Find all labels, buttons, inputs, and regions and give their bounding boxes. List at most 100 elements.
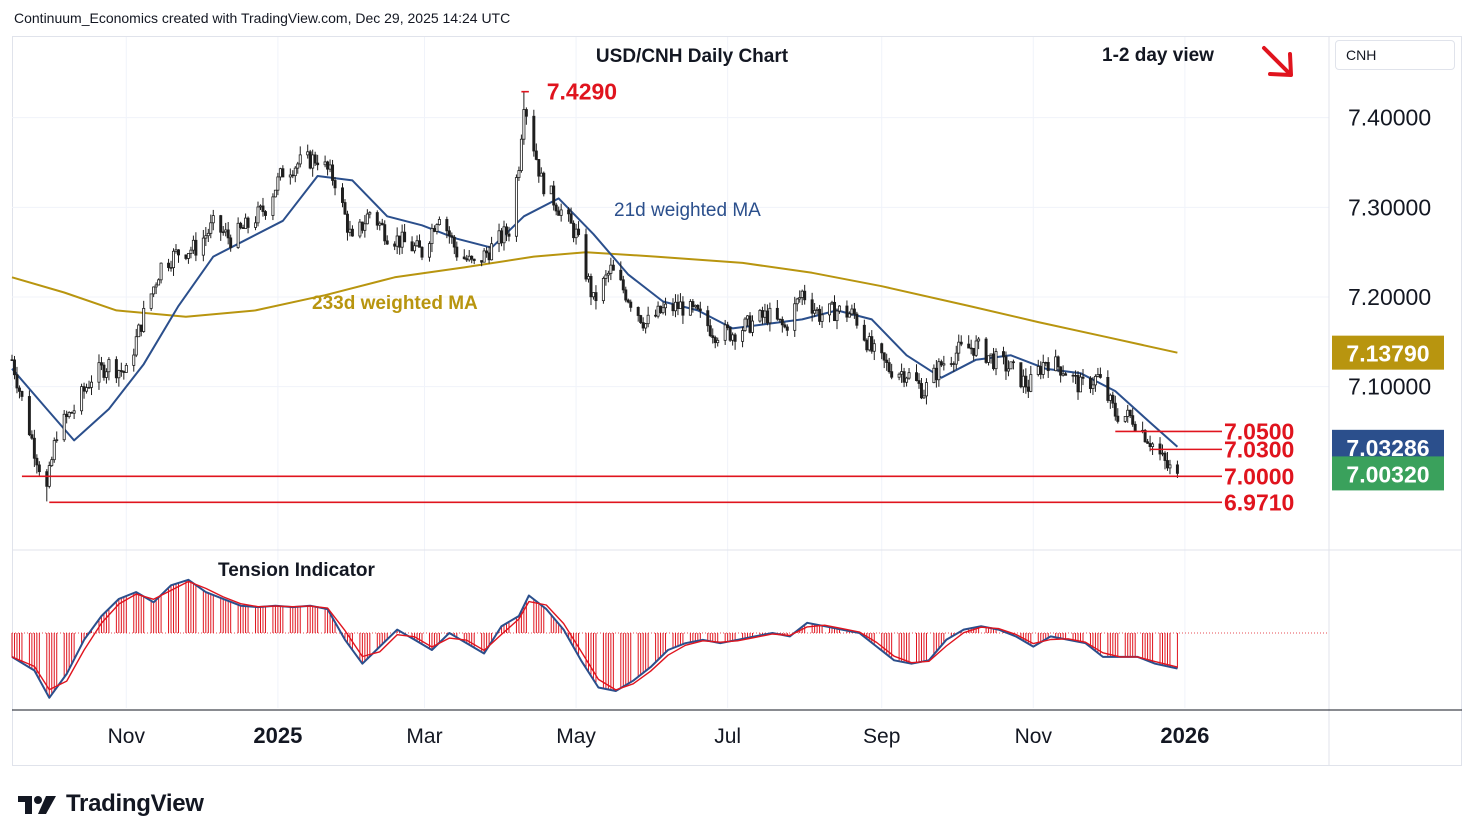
candle-body: [430, 228, 434, 245]
candle-body: [1059, 366, 1063, 376]
candle: [189, 246, 193, 259]
candle: [907, 368, 911, 380]
price-badge-bg: [1332, 335, 1444, 370]
axes-layer: 7.40000 7.30000 7.20000 7.10000 Nov 2025 Mar Ma…: [12, 37, 1462, 765]
candle: [1168, 459, 1172, 475]
tradingview-logo[interactable]: TradingView: [16, 790, 204, 818]
candle-body: [557, 210, 561, 216]
candle: [1064, 371, 1068, 376]
candle: [167, 258, 171, 272]
candle-body: [385, 240, 389, 245]
candle: [1046, 357, 1050, 378]
candle-body: [713, 337, 717, 344]
candle: [375, 210, 379, 230]
ma21-label: 21d weighted MA: [614, 200, 761, 221]
candle: [1123, 416, 1127, 423]
candle-body: [114, 359, 118, 379]
candle: [532, 109, 536, 157]
candle-body: [572, 222, 576, 239]
candle-body: [915, 372, 918, 382]
symbol-label[interactable]: CNH: [1335, 40, 1455, 70]
candle: [676, 294, 680, 316]
candle: [917, 373, 921, 389]
candle: [432, 225, 436, 233]
candle-body: [522, 109, 526, 140]
candle-body: [934, 367, 938, 381]
candle-body: [907, 372, 911, 379]
candle: [90, 375, 93, 396]
candle: [522, 91, 526, 145]
candle: [500, 228, 504, 247]
candle-body: [559, 209, 563, 216]
candle-body: [989, 353, 993, 357]
candle-body: [1011, 361, 1015, 364]
candle-body: [226, 229, 230, 239]
candle: [1163, 451, 1167, 470]
candle: [534, 143, 538, 161]
candle-body: [539, 172, 543, 177]
candle-body: [698, 308, 702, 312]
candle: [462, 249, 466, 260]
candle: [862, 319, 866, 342]
x-tick-label: 2026: [1160, 723, 1209, 748]
candle-body: [584, 234, 588, 280]
candle: [20, 390, 24, 401]
candle-body: [606, 272, 610, 276]
candle: [611, 259, 615, 271]
view-note: 1-2 day view: [1102, 45, 1214, 66]
ma21-line: [11, 175, 1179, 448]
candle-body: [487, 252, 491, 261]
candle-body: [621, 279, 625, 291]
price-badge-bg: [1332, 456, 1444, 491]
candle-body: [967, 343, 971, 349]
candle-body: [591, 292, 595, 298]
candle: [341, 183, 344, 208]
level-label: 7.0500: [1224, 418, 1294, 444]
candle: [1091, 377, 1095, 395]
candle: [1079, 373, 1082, 393]
candle-body: [1021, 375, 1025, 388]
candle: [134, 328, 138, 358]
candle: [872, 339, 876, 361]
candle-body: [465, 258, 469, 261]
candle: [746, 315, 750, 327]
price-badge: 7.13790: [1332, 335, 1444, 370]
candle-body: [865, 339, 869, 351]
candle-body: [1123, 416, 1127, 422]
candle-body: [99, 362, 103, 366]
candle-body: [427, 243, 431, 258]
candle-body: [609, 264, 613, 274]
candle: [654, 309, 658, 318]
candle-body: [447, 230, 451, 237]
candle-body: [514, 177, 518, 237]
candle: [716, 337, 720, 347]
candle-body: [104, 371, 108, 378]
candle: [241, 224, 245, 229]
candle: [1106, 370, 1110, 403]
candle: [967, 335, 971, 349]
candle: [114, 356, 118, 384]
candle-body: [490, 243, 494, 261]
candle: [900, 363, 904, 383]
candle-body: [641, 322, 645, 329]
candle: [934, 360, 938, 388]
candle: [490, 236, 494, 261]
candle: [1081, 368, 1085, 386]
candle: [229, 234, 233, 252]
candle-body: [296, 163, 300, 169]
y-tick-label: 7.10000: [1348, 374, 1431, 400]
candle: [609, 257, 613, 281]
candle-body: [119, 370, 123, 372]
candle-body: [278, 168, 282, 178]
candle: [887, 357, 891, 374]
candle: [1071, 372, 1075, 383]
candle: [395, 227, 399, 255]
tension-title: Tension Indicator: [218, 560, 376, 581]
candle-body: [726, 324, 730, 329]
candle: [837, 305, 841, 314]
candle-body: [748, 315, 752, 333]
candle-body: [1151, 443, 1155, 448]
candle: [159, 262, 163, 284]
